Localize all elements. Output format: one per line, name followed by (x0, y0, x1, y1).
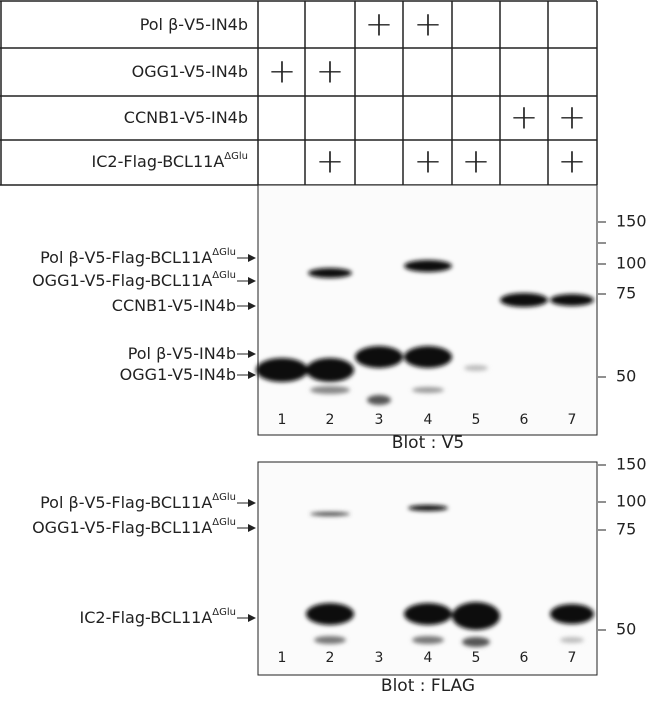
label-text: CCNB1-V5-IN4b (112, 296, 236, 315)
plus-sign: + (414, 142, 443, 182)
label-sup: ΔGlu (212, 492, 236, 503)
plus-sign: + (268, 52, 297, 92)
label-text: CCNB1-V5-IN4b (124, 108, 248, 127)
band-label: CCNB1-V5-IN4b (112, 296, 236, 315)
band-label: Pol β-V5-Flag-BCL11AΔGlu (40, 492, 236, 512)
plus-sign: + (365, 5, 394, 45)
plus-sign: + (316, 52, 345, 92)
lane-number: 3 (375, 412, 384, 428)
label-text: Pol β-V5-IN4b (140, 15, 248, 34)
row-label: IC2-Flag-BCL11AΔGlu (92, 151, 248, 171)
label-text: OGG1-V5-IN4b (120, 365, 236, 384)
table-grid (0, 0, 598, 186)
plus-sign: + (558, 142, 587, 182)
lane-number: 7 (568, 650, 577, 666)
label-text: Pol β-V5-IN4b (128, 344, 236, 363)
blot-caption: Blot : V5 (392, 433, 464, 453)
band-label: OGG1-V5-Flag-BCL11AΔGlu (32, 270, 236, 290)
marker-label: 150 (616, 455, 647, 474)
label-sup: ΔGlu (212, 270, 236, 281)
row-label: Pol β-V5-IN4b (140, 15, 248, 34)
lane-number: 4 (424, 650, 433, 666)
label-text: Pol β-V5-Flag-BCL11A (40, 248, 212, 267)
marker-label: 100 (616, 254, 647, 273)
label-text: OGG1-V5-Flag-BCL11A (32, 271, 212, 290)
lane-number: 5 (472, 650, 481, 666)
plus-sign: + (558, 98, 587, 138)
marker-label: 75 (616, 284, 636, 303)
lane-number: 2 (326, 412, 335, 428)
marker-label: 50 (616, 367, 636, 386)
lane-number: 3 (375, 650, 384, 666)
marker-label: 75 (616, 520, 636, 539)
bands (256, 260, 594, 647)
band-label: IC2-Flag-BCL11AΔGlu (80, 607, 236, 627)
plus-sign: + (316, 142, 345, 182)
lane-number: 1 (278, 412, 287, 428)
band-label: OGG1-V5-IN4b (120, 365, 236, 384)
marker-label: 150 (616, 212, 647, 231)
label-text: OGG1-V5-Flag-BCL11A (32, 518, 212, 537)
blot-panel (257, 184, 598, 436)
label-sup: ΔGlu (212, 247, 236, 258)
label-sup: ΔGlu (212, 607, 236, 618)
lane-number: 1 (278, 650, 287, 666)
marker-label: 100 (616, 492, 647, 511)
lane-number: 2 (326, 650, 335, 666)
label-text: IC2-Flag-BCL11A (92, 152, 225, 171)
lane-number: 6 (520, 412, 529, 428)
label-sup: ΔGlu (212, 517, 236, 528)
band-label: Pol β-V5-IN4b (128, 344, 236, 363)
plus-sign: + (462, 142, 491, 182)
label-sup: ΔGlu (224, 151, 248, 162)
marker-label: 50 (616, 620, 636, 639)
row-label: CCNB1-V5-IN4b (124, 108, 248, 127)
plus-sign: + (414, 5, 443, 45)
lane-number: 5 (472, 412, 481, 428)
band-label: OGG1-V5-Flag-BCL11AΔGlu (32, 517, 236, 537)
lane-number: 7 (568, 412, 577, 428)
blot-caption: Blot : FLAG (381, 676, 475, 696)
row-label: OGG1-V5-IN4b (132, 62, 248, 81)
lane-number: 6 (520, 650, 529, 666)
plus-sign: + (510, 98, 539, 138)
lane-number: 4 (424, 412, 433, 428)
label-text: OGG1-V5-IN4b (132, 62, 248, 81)
band-label: Pol β-V5-Flag-BCL11AΔGlu (40, 247, 236, 267)
label-text: IC2-Flag-BCL11A (80, 608, 213, 627)
label-text: Pol β-V5-Flag-BCL11A (40, 493, 212, 512)
